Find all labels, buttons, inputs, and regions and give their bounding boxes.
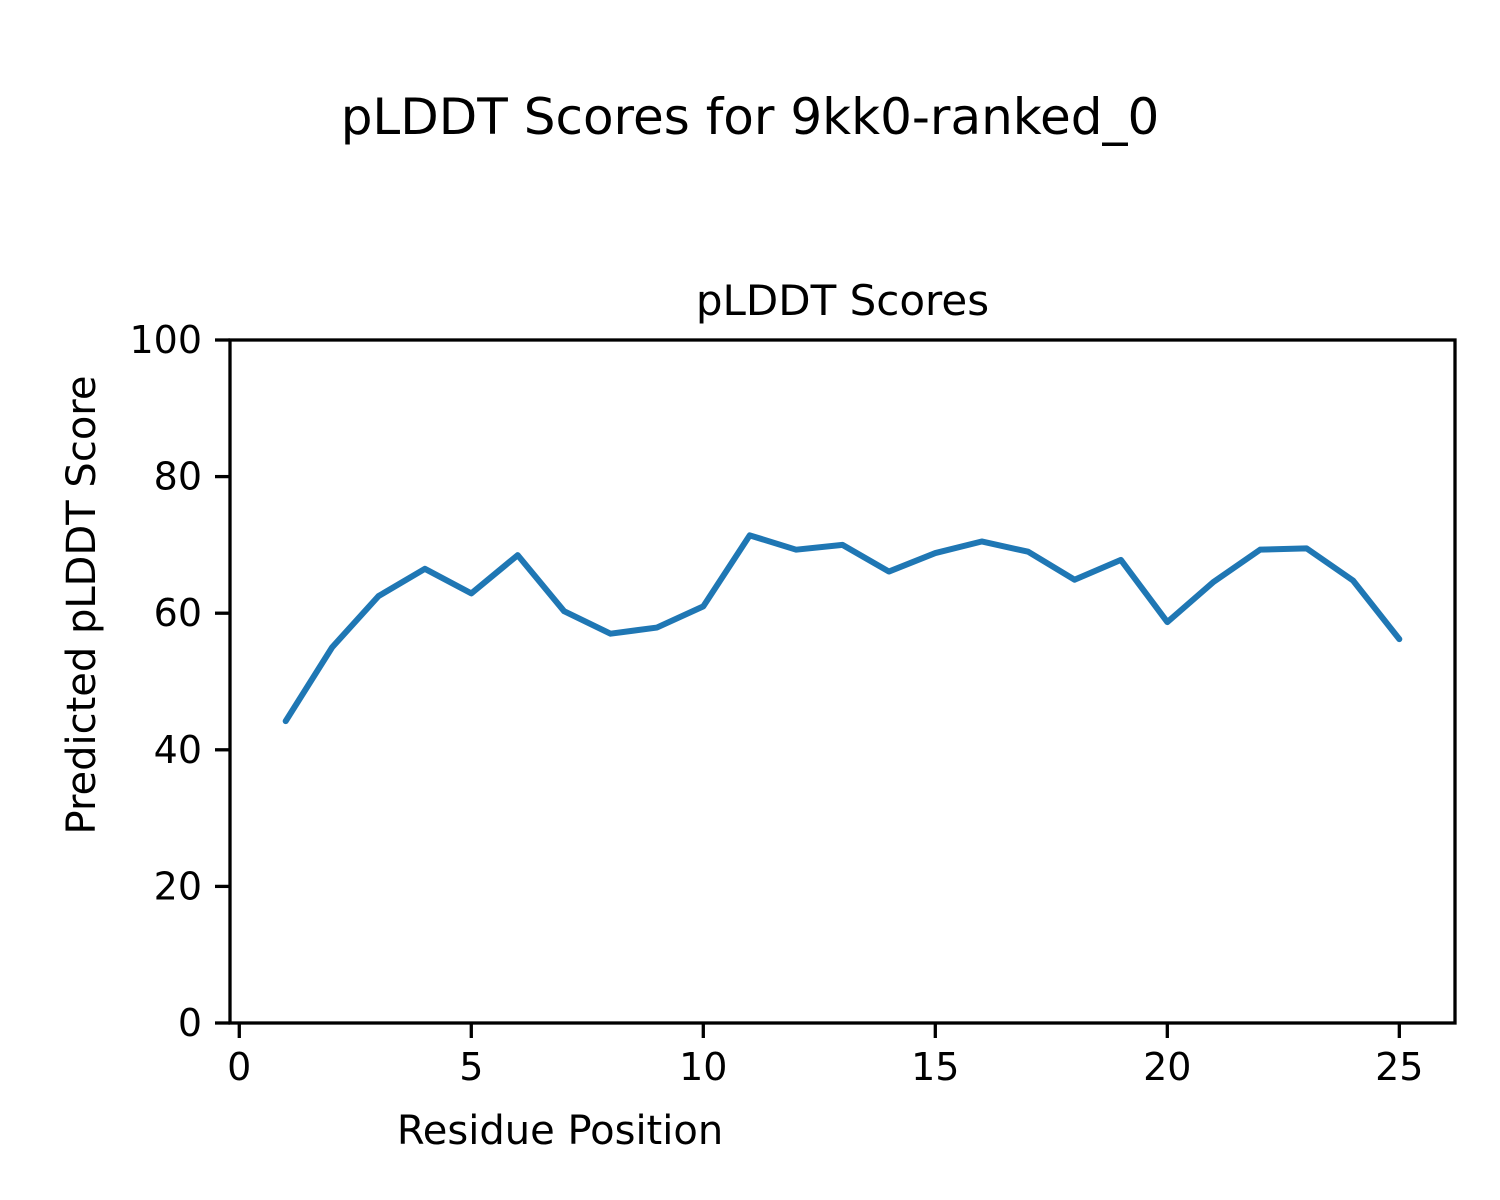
x-tick-label: 25	[1375, 1045, 1423, 1089]
axes-title: pLDDT Scores	[695, 276, 990, 325]
plddt-line	[282, 532, 1403, 725]
figure-title: pLDDT Scores for 9kk0-ranked_0	[340, 88, 1160, 146]
x-tick-label: 15	[911, 1045, 959, 1089]
y-tick-label: 80	[154, 455, 202, 499]
x-axis-label: Residue Position	[396, 1108, 724, 1154]
x-tick-label: 5	[459, 1045, 483, 1089]
y-tick-label: 60	[154, 591, 202, 635]
y-tick-label: 40	[154, 728, 202, 772]
x-tick-label: 20	[1143, 1045, 1191, 1089]
y-tick-label: 100	[129, 318, 202, 362]
x-tick-label: 0	[227, 1045, 251, 1089]
y-tick-label: 20	[154, 864, 202, 908]
x-tick-label: 10	[679, 1045, 727, 1089]
axes-spines	[228, 338, 1457, 1025]
y-tick-label: 0	[178, 1001, 202, 1045]
